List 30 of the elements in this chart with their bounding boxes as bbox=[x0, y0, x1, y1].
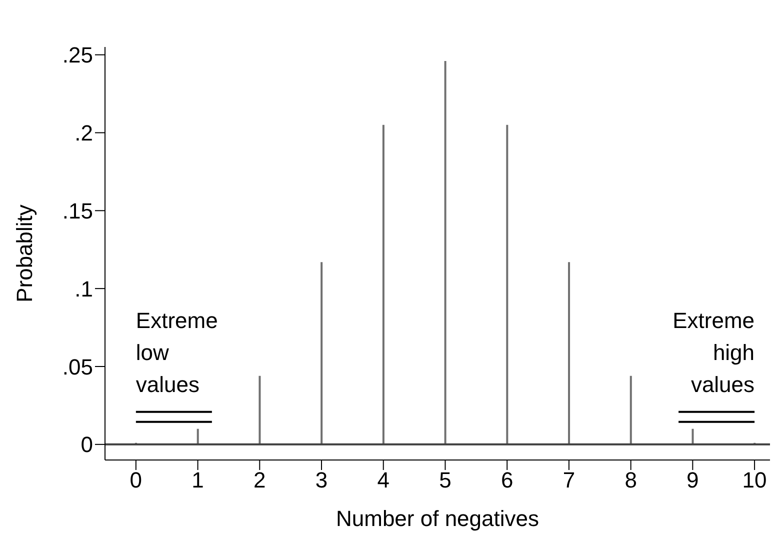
bar bbox=[568, 262, 570, 444]
bar bbox=[196, 428, 199, 444]
y-tick-label: .05 bbox=[62, 354, 93, 380]
bar bbox=[444, 61, 446, 444]
x-tick-label: 3 bbox=[315, 468, 328, 493]
x-axis-title: Number of negatives bbox=[336, 506, 539, 531]
bar bbox=[258, 376, 261, 444]
x-tick-label: 2 bbox=[254, 468, 266, 493]
y-tick-label: .25 bbox=[62, 42, 93, 68]
x-tick-label: 0 bbox=[130, 468, 142, 493]
x-tick-label: 8 bbox=[624, 468, 637, 493]
x-tick-label: 9 bbox=[686, 468, 699, 493]
y-tick-label: .2 bbox=[74, 120, 93, 146]
bar bbox=[320, 262, 323, 444]
y-tick-label: .15 bbox=[62, 198, 93, 224]
x-tick-label: 5 bbox=[439, 468, 452, 493]
bar bbox=[506, 124, 508, 444]
bar bbox=[630, 376, 632, 444]
x-tick-label: 6 bbox=[500, 468, 514, 493]
annotation: Extreme low values bbox=[136, 308, 218, 397]
y-tick-label: 0 bbox=[80, 432, 93, 458]
x-tick-label: 1 bbox=[192, 468, 204, 493]
x-tick-label: 10 bbox=[742, 468, 767, 493]
bar bbox=[692, 428, 694, 444]
bar bbox=[382, 124, 384, 444]
y-axis-title: Probablity bbox=[12, 204, 37, 302]
annotation: Extreme high values bbox=[672, 308, 755, 397]
x-tick-label: 7 bbox=[562, 468, 576, 493]
x-tick-label: 4 bbox=[377, 468, 390, 493]
y-tick-label: .1 bbox=[74, 276, 93, 302]
